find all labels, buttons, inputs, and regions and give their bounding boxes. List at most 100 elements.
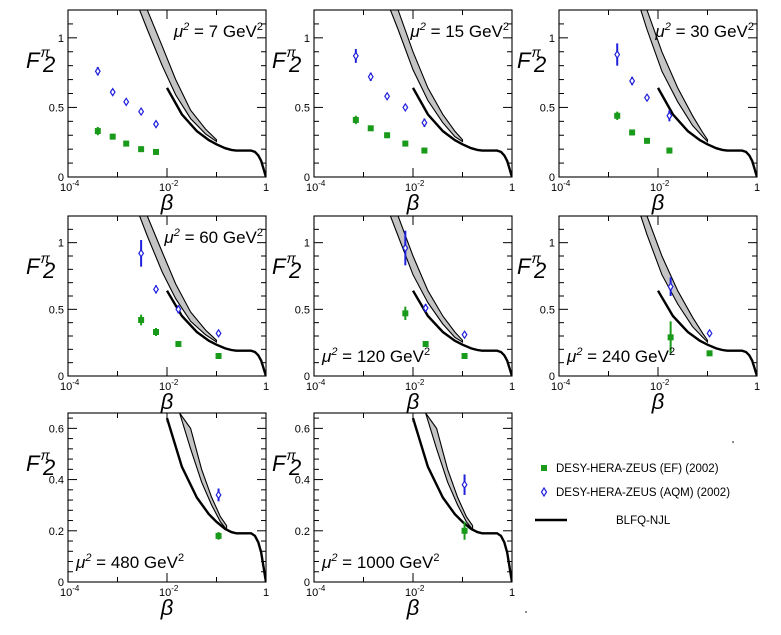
aqm-data-point	[352, 51, 359, 61]
y-tick-label: 0.4	[49, 475, 64, 487]
ef-data-point	[667, 334, 674, 341]
x-tick-label: 1	[263, 182, 269, 194]
y-axis-subscript: 2	[288, 52, 301, 77]
legend-marker	[541, 465, 547, 471]
aqm-data-point	[123, 97, 130, 107]
y-tick-label: 0	[304, 577, 310, 589]
y-axis-subscript: 2	[42, 258, 55, 283]
blfq-njl-curve	[411, 417, 512, 582]
blfq-uncertainty-band	[640, 10, 709, 143]
x-tick-label: 1	[754, 182, 760, 194]
aqm-data-point	[384, 91, 391, 101]
y-axis-label: Fπ	[517, 250, 541, 279]
scale-annotation: μ2 = 30 GeV2	[654, 21, 754, 41]
aqm-data-point	[175, 304, 182, 314]
aqm-data-point	[461, 480, 468, 490]
aqm-data-point	[461, 330, 468, 340]
legend-label: DESY-HERA-ZEUS (AQM) (2002)	[556, 487, 730, 499]
scale-annotation: μ2 = 7 GeV2	[173, 21, 263, 41]
x-axis-label: β	[160, 190, 174, 215]
x-tick-label: 10-4	[551, 179, 571, 194]
ef-data-point	[461, 353, 468, 359]
y-tick-label: 0.5	[295, 102, 310, 114]
ef-data-point	[123, 140, 130, 147]
aqm-data-point	[215, 328, 222, 338]
blfq-uncertainty-band	[640, 216, 709, 344]
y-axis-label: Fπ	[517, 44, 541, 73]
ef-data-point	[215, 532, 222, 539]
legend-marker	[540, 486, 548, 498]
aqm-data-point	[706, 328, 713, 338]
blfq-njl-curve	[165, 290, 266, 376]
x-axis-label: β	[651, 389, 665, 414]
blfq-njl-curve	[165, 87, 266, 177]
plot-area	[165, 413, 266, 582]
y-tick-label: 1	[304, 33, 310, 45]
x-axis-label: β	[160, 389, 174, 414]
plot-area	[94, 10, 266, 177]
y-axis-label: Fπ	[26, 250, 50, 279]
x-tick-label: 10-4	[306, 584, 326, 599]
panel-p480: 0 0.2 0.4 0.6 10-4 10-2 1 β Fπ2 μ2 = 480 GeV2	[26, 412, 269, 620]
ef-data-point	[352, 116, 359, 123]
plot-area	[640, 216, 757, 376]
ef-data-point	[422, 341, 429, 347]
ef-data-point	[138, 146, 145, 153]
x-tick-label: 10-4	[60, 179, 80, 194]
blfq-uncertainty-band	[425, 413, 474, 532]
ef-data-point	[109, 133, 116, 140]
aqm-data-point	[402, 243, 409, 253]
aqm-data-point	[667, 282, 674, 292]
plot-area	[411, 413, 512, 582]
plot-area	[614, 10, 757, 177]
y-axis-label: Fπ	[272, 44, 296, 73]
aqm-data-point	[402, 102, 409, 113]
blfq-njl-curve	[411, 87, 512, 177]
ef-data-point	[629, 129, 636, 136]
x-axis-label: β	[160, 595, 174, 620]
legend-label: DESY-HERA-ZEUS (EF) (2002)	[556, 463, 719, 475]
blfq-njl-curve	[165, 417, 266, 582]
y-axis-subscript: 2	[533, 258, 546, 283]
aqm-data-point	[614, 49, 621, 60]
aqm-data-point	[666, 111, 673, 121]
panel-p120: 0 0.5 1 10-4 10-2 1 β Fπ2 μ2 = 120 GeV2	[272, 215, 515, 414]
x-tick-label: 10-4	[60, 584, 80, 599]
scale-annotation: μ2 = 60 GeV2	[163, 227, 263, 247]
blfq-uncertainty-band	[139, 216, 218, 344]
ef-data-point	[421, 147, 428, 154]
y-tick-label: 0.5	[49, 304, 64, 316]
ef-data-point	[644, 137, 651, 144]
blfq-uncertainty-band	[389, 216, 464, 343]
y-tick-label: 0.5	[295, 304, 310, 316]
x-tick-label: 1	[509, 587, 515, 599]
aqm-data-point	[138, 106, 145, 117]
ef-data-point	[402, 140, 409, 147]
x-axis-label: β	[406, 389, 420, 414]
x-tick-label: 10-2	[650, 179, 670, 194]
ef-data-point	[666, 147, 673, 154]
y-tick-label: 1	[58, 33, 64, 45]
legend-entry-blfq: BLFQ-NJL	[535, 515, 671, 527]
y-axis-subscript: 2	[42, 455, 55, 480]
aqm-data-point	[153, 119, 160, 129]
x-tick-label: 1	[509, 182, 515, 194]
legend-entry-ef: DESY-HERA-ZEUS (EF) (2002)	[541, 463, 719, 475]
ef-data-point	[175, 341, 182, 347]
panel-p30: 0 0.5 1 10-4 10-2 1 β Fπ2 μ2 = 30 GeV2	[517, 9, 760, 215]
x-axis-label: β	[406, 595, 420, 620]
blfq-njl-curve	[656, 290, 757, 376]
chart-legend: DESY-HERA-ZEUS (EF) (2002) DESY-HERA-ZEUS…	[535, 463, 730, 527]
y-tick-label: 0	[304, 371, 310, 383]
x-tick-label: 10-4	[306, 179, 326, 194]
ef-data-point	[614, 112, 621, 119]
plot-area	[352, 10, 512, 177]
y-tick-label: 1	[549, 238, 555, 250]
y-tick-label: 0.4	[295, 475, 310, 487]
ef-data-point	[384, 132, 391, 139]
scale-annotation: μ2 = 480 GeV2	[75, 552, 184, 572]
x-tick-label: 1	[263, 381, 269, 393]
y-axis-subscript: 2	[288, 455, 301, 480]
